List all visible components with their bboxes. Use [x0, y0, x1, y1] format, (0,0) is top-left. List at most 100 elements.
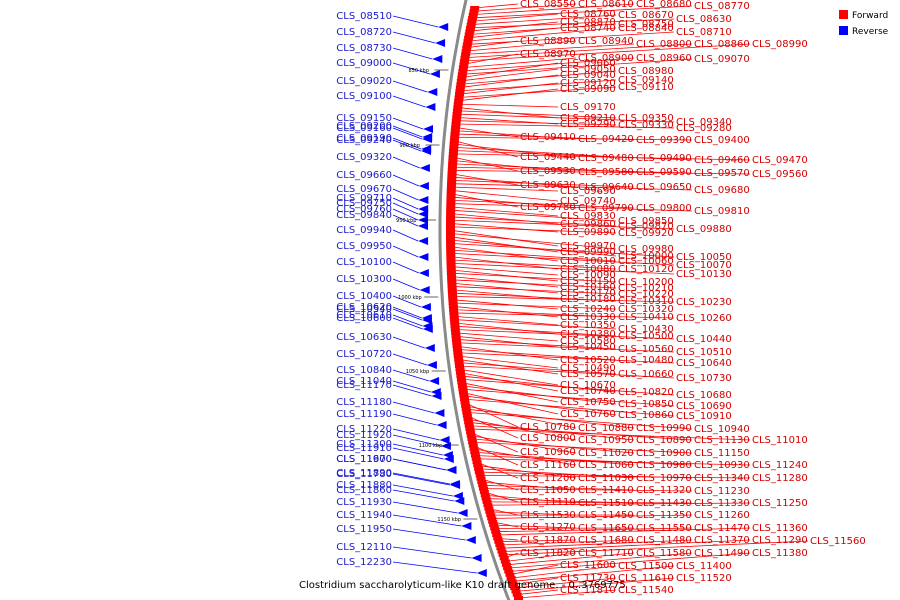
forward-gene-label: CLS_08960	[636, 53, 692, 64]
forward-gene-arrow	[482, 499, 492, 504]
reverse-connector	[392, 489, 455, 502]
forward-gene-arrow	[457, 383, 467, 388]
reverse-gene-label: CLS_09320	[336, 152, 392, 163]
forward-gene-arrow	[462, 413, 472, 418]
forward-gene-label: CLS_11610	[618, 573, 674, 584]
forward-connector	[462, 388, 675, 407]
legend-forward-swatch	[839, 10, 848, 19]
forward-gene-arrow	[463, 39, 473, 44]
forward-connector	[456, 110, 617, 119]
forward-gene-arrow	[451, 125, 461, 130]
reverse-connector	[392, 139, 422, 152]
forward-gene-arrow	[449, 310, 459, 315]
reverse-gene-arrow	[419, 286, 430, 294]
forward-gene-label: CLS_09630	[520, 180, 576, 191]
forward-connector	[479, 474, 751, 479]
forward-connector	[510, 565, 617, 579]
forward-gene-label: CLS_10080	[560, 264, 616, 275]
forward-connector	[470, 18, 675, 29]
forward-connector	[517, 589, 617, 599]
forward-gene-arrow	[483, 503, 493, 508]
tick-label: 1150 kbp	[437, 517, 461, 523]
forward-gene-label: CLS_08900	[578, 53, 634, 64]
forward-connector	[452, 295, 675, 303]
forward-gene-arrow	[460, 400, 470, 405]
forward-gene-arrow	[464, 423, 474, 428]
forward-gene-arrow	[467, 19, 477, 24]
forward-gene-arrow	[452, 112, 462, 117]
forward-gene-arrow	[447, 284, 457, 289]
forward-connector	[463, 53, 519, 65]
forward-gene-arrow	[450, 324, 460, 329]
forward-gene-arrow	[446, 191, 456, 196]
reverse-gene-arrow	[446, 466, 457, 474]
forward-connector	[454, 325, 617, 337]
forward-connector	[453, 150, 693, 161]
forward-gene-arrow	[480, 493, 490, 498]
forward-gene-label: CLS_09110	[618, 82, 674, 93]
forward-gene-arrow	[449, 307, 459, 312]
forward-gene-label: CLS_08940	[578, 36, 634, 47]
forward-gene-arrow	[472, 460, 482, 465]
forward-gene-arrow	[466, 433, 476, 438]
forward-gene-label: CLS_11820	[520, 548, 576, 559]
forward-gene-label: CLS_11530	[520, 510, 576, 521]
forward-connector	[472, 441, 693, 454]
forward-gene-label: CLS_10380	[560, 329, 616, 340]
forward-gene-arrow	[453, 102, 463, 107]
reverse-gene-arrow	[443, 455, 454, 463]
forward-gene-label: CLS_10010	[560, 256, 616, 267]
forward-connector	[466, 411, 693, 430]
forward-gene-label: CLS_11430	[636, 498, 692, 509]
forward-gene-label: CLS_11250	[752, 498, 808, 509]
forward-gene-arrow	[461, 403, 471, 408]
forward-connector	[451, 183, 693, 191]
forward-gene-arrow	[468, 440, 478, 445]
forward-gene-label: CLS_10950	[578, 435, 634, 446]
forward-gene-label: CLS_11480	[636, 535, 692, 546]
forward-gene-label: CLS_09570	[694, 168, 750, 179]
forward-gene-label: CLS_10160	[560, 282, 616, 293]
forward-connector	[481, 481, 577, 491]
forward-gene-label: CLS_09440	[520, 152, 576, 163]
forward-gene-label: CLS_10120	[618, 264, 674, 275]
reverse-connector	[392, 561, 477, 574]
forward-gene-label: CLS_10180	[560, 294, 616, 305]
forward-gene-arrow	[497, 549, 507, 554]
forward-connector	[453, 312, 675, 319]
forward-gene-label: CLS_10580	[560, 336, 616, 347]
forward-connector	[450, 266, 559, 276]
forward-gene-label: CLS_09860	[560, 219, 616, 230]
forward-gene-label: CLS_09580	[578, 167, 634, 178]
reverse-connector	[392, 245, 419, 258]
reverse-connector	[392, 384, 432, 397]
forward-gene-label: CLS_09290	[560, 119, 616, 130]
forward-gene-arrow	[447, 165, 457, 170]
forward-gene-label: CLS_10760	[560, 409, 616, 420]
forward-connector	[456, 113, 675, 123]
forward-gene-label: CLS_08760	[560, 9, 616, 20]
forward-gene-label: CLS_10570	[560, 369, 616, 380]
forward-gene-label: CLS_09470	[752, 155, 808, 166]
forward-connector	[450, 249, 617, 262]
forward-gene-label: CLS_11380	[752, 548, 808, 559]
forward-connector	[451, 279, 617, 289]
forward-gene-arrow	[504, 569, 514, 574]
forward-connector	[486, 501, 693, 504]
forward-gene-label: CLS_11680	[578, 535, 634, 546]
forward-gene-arrow	[446, 208, 456, 213]
forward-gene-arrow	[498, 552, 508, 557]
forward-gene-label: CLS_11230	[694, 486, 750, 497]
forward-gene-label: CLS_10670	[560, 380, 616, 391]
forward-connector	[454, 329, 675, 340]
forward-gene-label: CLS_10880	[578, 423, 634, 434]
forward-gene-label: CLS_10990	[636, 423, 692, 434]
reverse-gene-label: CLS_09660	[336, 170, 392, 181]
forward-gene-label: CLS_10800	[520, 433, 576, 444]
reverse-gene-label: CLS_09020	[336, 76, 392, 87]
forward-connector	[455, 120, 617, 126]
forward-connector	[501, 539, 751, 552]
reverse-connector	[392, 528, 466, 541]
forward-connector	[450, 186, 559, 192]
forward-connector	[482, 484, 635, 491]
